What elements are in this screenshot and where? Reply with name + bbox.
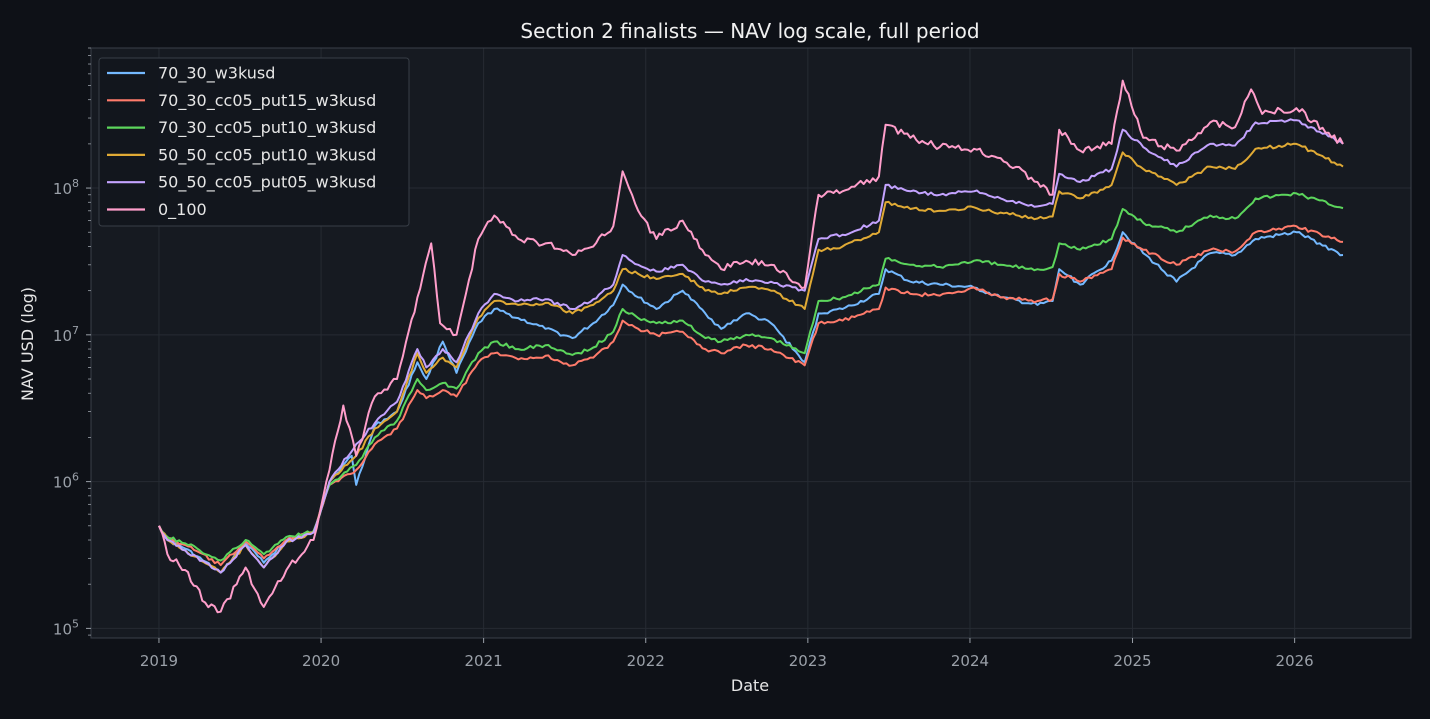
x-tick-label: 2019 xyxy=(140,652,178,670)
plot-frame xyxy=(90,47,1412,639)
legend-label: 70_30_cc05_put10_w3kusd xyxy=(158,118,376,138)
series-line-70_30_w3kusd xyxy=(158,230,1344,574)
x-tick-label: 2021 xyxy=(465,652,503,670)
x-tick-label: 2024 xyxy=(951,652,989,670)
x-axis-label: Date xyxy=(731,676,769,695)
y-tick-label: 107 xyxy=(53,324,79,345)
x-tick-label: 2023 xyxy=(789,652,827,670)
y-tick-label: 108 xyxy=(53,177,79,198)
legend-box xyxy=(98,57,410,227)
series-line-50_50_cc05_put10_w3kusd xyxy=(158,142,1344,574)
series-line-70_30_cc05_put10_w3kusd xyxy=(158,192,1344,562)
x-tick-label: 2025 xyxy=(1113,652,1151,670)
series-line-70_30_cc05_put15_w3kusd xyxy=(158,224,1344,567)
x-axis-ticks: 2019 2020 2021 2022 2023 2024 2025 2026 xyxy=(140,638,1314,670)
y-tick-label: 105 xyxy=(53,617,79,638)
series-line-0_100 xyxy=(158,79,1344,614)
x-tick-label: 2020 xyxy=(302,652,340,670)
y-axis-label: NAV USD (log) xyxy=(18,287,37,401)
series-line-50_50_cc05_put05_w3kusd xyxy=(158,118,1344,574)
y-axis-ticks: 105 106 107 108 xyxy=(53,47,91,638)
legend: 70_30_w3kusd 70_30_cc05_put15_w3kusd 70_30… xyxy=(98,57,410,227)
chart-title: Section 2 finalists — NAV log scale, ful… xyxy=(520,19,979,43)
legend-label: 70_30_cc05_put15_w3kusd xyxy=(158,91,376,111)
legend-label: 0_100 xyxy=(158,200,207,220)
y-tick-label: 106 xyxy=(53,471,79,492)
x-tick-label: 2022 xyxy=(627,652,665,670)
x-tick-label: 2026 xyxy=(1276,652,1314,670)
legend-label: 70_30_w3kusd xyxy=(158,64,275,84)
series-lines xyxy=(158,79,1344,614)
legend-label: 50_50_cc05_put10_w3kusd xyxy=(158,145,376,165)
legend-label: 50_50_cc05_put05_w3kusd xyxy=(158,173,376,193)
